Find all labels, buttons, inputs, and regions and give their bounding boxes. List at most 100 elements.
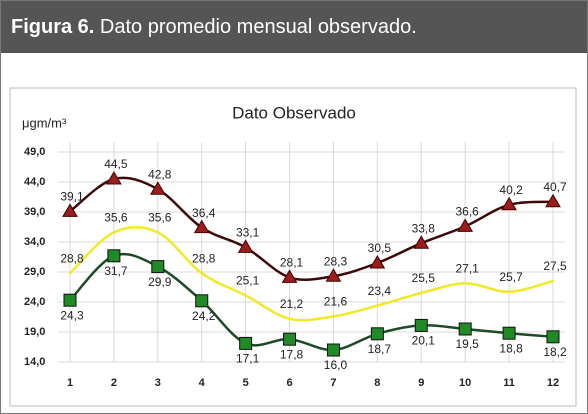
marker (457, 218, 474, 232)
data-label: 28,1 (280, 256, 304, 270)
caption-bar: Figura 6. Dato promedio mensual observad… (1, 1, 587, 53)
marker (69, 272, 71, 275)
data-label: 21,6 (324, 295, 348, 309)
caption-label: Figura 6. (11, 16, 95, 38)
data-label: 28,3 (324, 254, 348, 268)
marker (326, 343, 340, 357)
data-label: 44,5 (104, 157, 128, 171)
y-tick-label: 29,0 (24, 266, 45, 278)
marker (464, 282, 467, 285)
data-label: 40,2 (499, 183, 523, 197)
data-label: 27,5 (543, 259, 567, 273)
marker (281, 269, 298, 283)
data-label: 40,7 (543, 180, 567, 194)
series-line (69, 176, 554, 282)
marker (106, 171, 122, 185)
data-label: 36,6 (456, 205, 480, 219)
chart-title: Dato Observado (232, 103, 356, 122)
x-tick-label: 8 (374, 377, 380, 389)
data-label: 30,5 (368, 241, 392, 255)
data-label: 20,1 (412, 334, 436, 348)
marker (420, 292, 423, 294)
data-label: 28,8 (60, 251, 84, 265)
marker (62, 203, 78, 217)
data-label: 17,8 (280, 347, 304, 361)
marker (63, 293, 77, 307)
data-label: 39,1 (60, 190, 84, 204)
data-label: 33,8 (412, 221, 436, 235)
data-label: 42,8 (148, 167, 172, 181)
data-label: 25,7 (499, 270, 523, 284)
marker (237, 239, 254, 253)
marker (502, 326, 516, 340)
y-axis-label: μgm/m³ (22, 115, 67, 130)
series-line (69, 226, 554, 322)
x-tick-label: 6 (286, 377, 292, 389)
marker (283, 332, 297, 346)
x-tick-label: 10 (459, 377, 471, 389)
marker (413, 235, 430, 249)
marker (244, 294, 247, 297)
marker (156, 231, 159, 234)
marker (151, 260, 165, 274)
y-tick-label: 34,0 (24, 236, 45, 248)
marker (414, 318, 428, 332)
marker (112, 231, 115, 234)
y-tick-label: 39,0 (24, 206, 45, 218)
data-label: 24,3 (60, 308, 84, 322)
y-tick-label: 49,0 (24, 146, 45, 158)
data-label: 27,1 (456, 262, 480, 276)
x-tick-label: 11 (503, 377, 515, 389)
x-tick-label: 1 (67, 377, 73, 389)
data-label: 24,2 (192, 309, 216, 323)
data-label: 21,2 (280, 297, 304, 311)
marker (546, 330, 560, 344)
marker (369, 255, 386, 269)
marker (239, 336, 253, 350)
data-label: 18,8 (499, 341, 523, 355)
marker (545, 193, 561, 208)
marker (501, 196, 517, 211)
marker (107, 249, 121, 263)
x-tick-label: 5 (243, 377, 249, 389)
y-tick-label: 44,0 (24, 176, 45, 188)
data-label: 31,7 (104, 264, 128, 278)
marker (149, 181, 166, 195)
x-tick-label: 7 (330, 377, 336, 389)
data-label: 19,5 (456, 337, 480, 351)
data-label: 33,1 (236, 226, 260, 240)
x-tick-label: 9 (418, 377, 424, 389)
data-label: 18,2 (543, 345, 567, 359)
data-label: 36,4 (192, 206, 216, 220)
marker (193, 219, 210, 234)
marker (458, 322, 472, 336)
x-tick-label: 12 (547, 377, 559, 389)
data-label: 28,8 (192, 251, 216, 265)
marker (332, 315, 335, 318)
data-label: 16,0 (324, 358, 348, 372)
data-label: 23,4 (368, 284, 392, 298)
data-label: 35,6 (148, 211, 172, 225)
marker (195, 294, 209, 308)
marker (325, 268, 342, 282)
y-tick-label: 19,0 (24, 326, 45, 338)
marker (288, 317, 291, 320)
y-tick-label: 24,0 (24, 296, 45, 308)
marker (370, 327, 384, 341)
x-tick-label: 4 (199, 377, 206, 389)
x-tick-label: 3 (155, 377, 161, 389)
data-label: 18,7 (368, 342, 392, 356)
data-label: 29,9 (148, 275, 172, 289)
caption-text: Dato promedio mensual observado. (99, 16, 417, 38)
data-label: 17,1 (236, 352, 260, 366)
data-label: 25,1 (236, 274, 260, 288)
data-label: 25,5 (412, 271, 436, 285)
marker (376, 304, 379, 307)
marker (552, 280, 554, 282)
data-label: 35,6 (104, 211, 128, 225)
y-tick-label: 14,0 (24, 356, 45, 368)
marker (508, 290, 511, 293)
chart-box (9, 87, 577, 407)
marker (200, 272, 203, 275)
